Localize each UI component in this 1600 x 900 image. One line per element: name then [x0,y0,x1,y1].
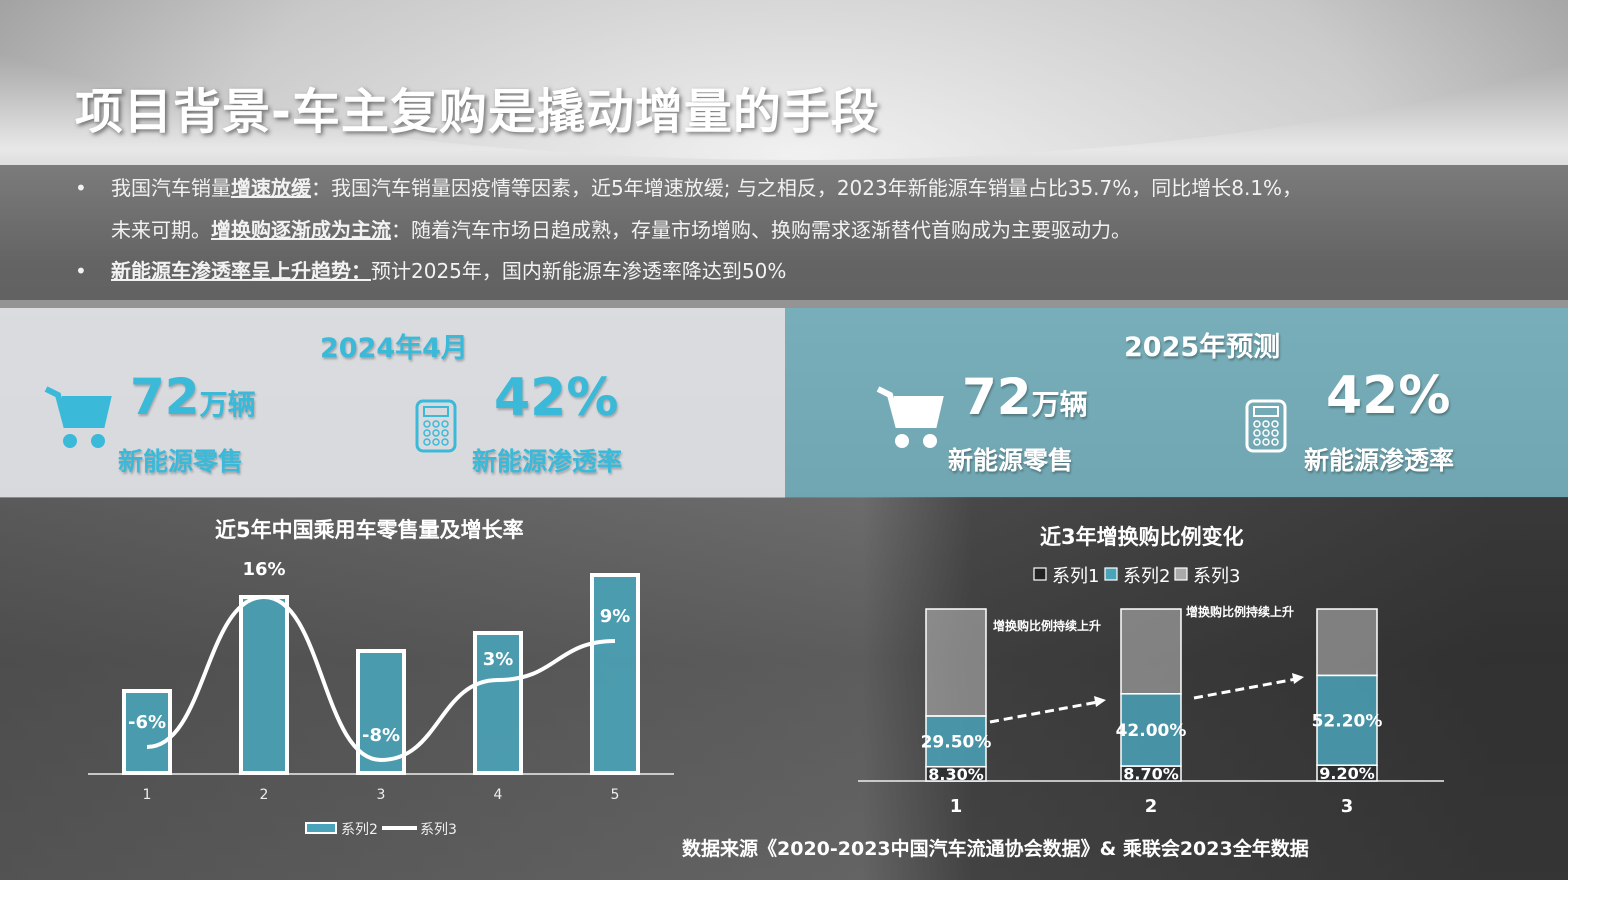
chart1-x-tick: 4 [494,787,503,803]
panel-left-sales-label: 新能源零售 [118,447,244,476]
chart2-title: 近3年增换购比例变化 [1040,525,1244,549]
cart-icon [876,386,944,448]
text-band [0,165,1568,300]
chart1-x-tick: 3 [377,787,386,803]
chart2-annotation: 增换购比例持续上升 [993,618,1101,633]
trend-arrow [989,700,1099,724]
charts-layer: 1 2 3 4 5 -6% 16% -8% 3% 9% 系列2 系列3 8.30% 29.50% 1 8.70… [88,559,1444,838]
data-source: 数据来源《2020-2023中国汽车流通协会数据》& 乘联会2023全年数据 [682,838,1309,860]
highlight: 增速放缓 [231,176,311,200]
chart1-data-label: 3% [483,649,514,670]
chart1-data-label: -8% [362,725,400,746]
text: 预计2025年，国内新能源车渗透率降达到50% [371,259,787,283]
sales-unit: 万辆 [199,388,256,421]
text: ：我国汽车销量因疫情等因素，近5年增速放缓; 与之相反，2023年新能源车销量占… [311,176,1303,200]
panel-right-sales: 72万辆 [962,368,1088,426]
slide: 项目背景-车主复购是撬动增量的手段 • 我国汽车销量增速放缓：我国汽车销量因疫情… [0,0,1568,880]
chart1-x-tick: 2 [260,787,269,803]
cart-icon [44,386,112,448]
chart2-bar-系列2 [1316,674,1378,766]
bullet-dot: • [75,259,87,283]
calculator-icon [415,399,457,453]
arrow-head-icon [1292,673,1304,684]
chart1-title: 近5年中国乘用车零售量及增长率 [215,518,524,542]
panel-left-rate-label: 新能源渗透率 [472,447,623,476]
panel-right-heading: 2025年预测 [1124,332,1281,363]
chart2-legend-swatch [1174,567,1188,581]
sales-number: 72 [962,368,1032,426]
sales-unit: 万辆 [1031,388,1088,421]
chart2-bar-系列3 [1120,608,1182,695]
chart1-bar [239,595,289,775]
panel-right-rate-label: 新能源渗透率 [1304,446,1455,475]
chart2-bar-系列2 [1120,693,1182,767]
trend-arrow [1193,677,1297,700]
chart2-x-tick: 3 [1341,796,1354,817]
calculator-icon [1245,399,1287,453]
chart2-legend-label: 系列2 [1123,566,1170,587]
chart1-x-tick: 5 [611,787,620,803]
chart1-data-label: 16% [242,559,285,580]
chart2-annotation: 增换购比例持续上升 [1186,604,1294,619]
text: 我国汽车销量 [111,176,231,200]
chart1-data-label: -6% [128,712,166,733]
panel-left-sales: 72万辆 [130,368,256,426]
chart2-legend-label: 系列1 [1052,566,1099,587]
chart2-data-label: 8.70% [1123,765,1179,784]
chart2-legend-swatch [1104,567,1118,581]
chart2-data-label: 42.00% [1116,721,1187,741]
panel-right-rate: 42% [1326,366,1451,426]
chart1-line-series3 [146,594,616,763]
arrow-head-icon [1094,696,1106,707]
panel-right-sales-label: 新能源零售 [948,446,1074,475]
legend-label-series3: 系列3 [420,822,457,838]
chart2-data-label: 9.20% [1319,764,1375,783]
page-title: 项目背景-车主复购是撬动增量的手段 [75,84,880,140]
panel-2024 [0,308,785,498]
chart2-x-tick: 2 [1145,796,1158,817]
chart2-bar-系列3 [1316,608,1378,677]
chart1-bar [122,689,172,775]
chart2-x-tick: 1 [950,796,963,817]
legend-label-series2: 系列2 [341,822,378,838]
chart1-x-tick: 1 [143,787,152,803]
panel-left-rate: 42% [494,368,619,428]
chart2-bar-系列3 [925,608,987,717]
chart1-bar [590,573,640,775]
chart2-legend-label: 系列3 [1193,566,1240,587]
highlight: 新能源车渗透率呈上升趋势： [111,259,371,283]
chart1-data-label: 9% [600,606,631,627]
text: ：随着汽车市场日趋成熟，存量市场增购、换购需求逐渐替代首购成为主要驱动力。 [391,218,1131,242]
chart2-data-label: 29.50% [921,732,992,752]
chart2-legend-swatch [1033,567,1047,581]
text: 未来可期。 [111,218,211,242]
sales-number: 72 [130,368,200,426]
chart2-data-label: 52.20% [1312,711,1383,731]
chart2-data-label: 8.30% [928,765,984,784]
highlight: 增换购逐渐成为主流 [211,218,391,242]
bullet-dot: • [75,176,87,200]
legend-swatch-series2 [305,822,337,834]
chart1-bar [473,631,523,775]
chart1-bar [356,649,406,775]
panel-left-heading: 2024年4月 [320,333,468,364]
